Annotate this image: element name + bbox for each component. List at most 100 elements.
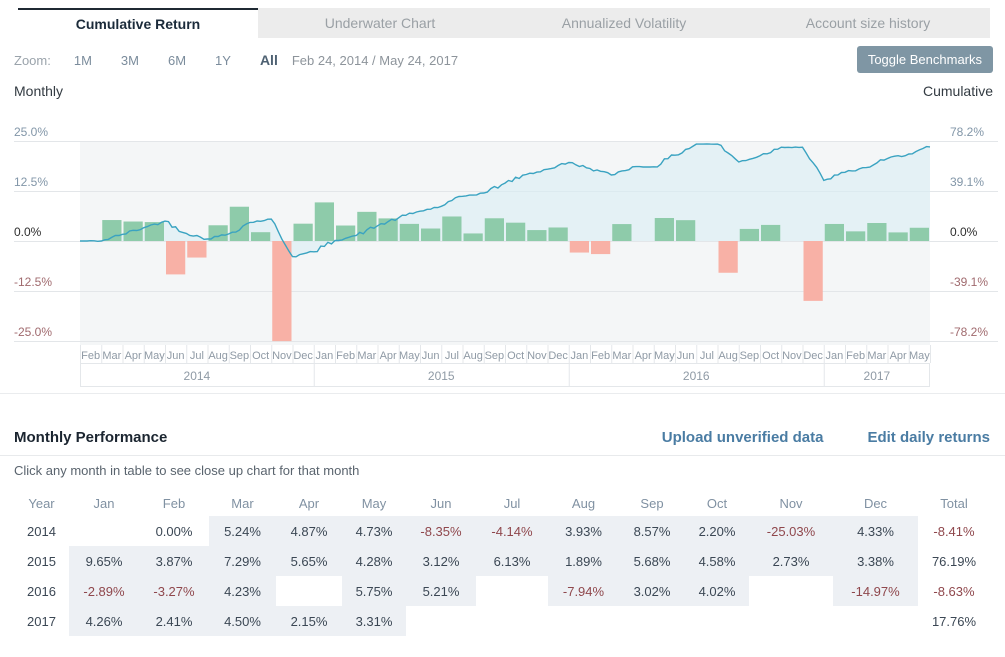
month-cell[interactable]: 2.41% — [139, 606, 209, 636]
year-axis-label: 2016 — [683, 369, 710, 383]
month-cell[interactable]: 8.57% — [619, 516, 685, 546]
tab-label: Annualized Volatility — [561, 15, 687, 31]
month-cell — [548, 606, 619, 636]
edit-daily-returns-link[interactable]: Edit daily returns — [867, 429, 990, 446]
month-cell[interactable]: 6.13% — [476, 546, 548, 576]
month-cell[interactable]: 5.24% — [209, 516, 276, 546]
month-cell[interactable]: 4.73% — [342, 516, 406, 546]
month-cell[interactable]: -7.94% — [548, 576, 619, 606]
month-cell — [749, 576, 833, 606]
month-cell[interactable]: 2.20% — [685, 516, 749, 546]
month-axis-label: Feb — [591, 350, 610, 362]
month-cell[interactable]: 7.29% — [209, 546, 276, 576]
month-axis-label: May — [654, 350, 675, 362]
tab-underwater-chart[interactable]: Underwater Chart — [258, 8, 502, 38]
month-axis-label: Apr — [380, 350, 397, 362]
month-cell[interactable]: 9.65% — [69, 546, 139, 576]
tab-bar: Cumulative Return Underwater Chart Annua… — [18, 8, 990, 38]
month-cell — [476, 606, 548, 636]
column-header: Total — [940, 495, 968, 511]
month-cell[interactable]: -3.27% — [139, 576, 209, 606]
month-cell — [685, 606, 749, 636]
chart-canvas: 25.0% 12.5% 0.0% -12.5% -25.0% 78.2% 39.1% 0.0%… — [0, 125, 1005, 394]
month-cell[interactable]: 4.58% — [685, 546, 749, 576]
tab-annualized-volatility[interactable]: Annualized Volatility — [502, 8, 746, 38]
performance-title: Monthly Performance — [14, 429, 168, 446]
column-header: May — [361, 495, 387, 511]
month-axis-label: Feb — [81, 350, 100, 362]
month-cell[interactable]: -2.89% — [69, 576, 139, 606]
month-axis-label: Jul — [190, 350, 204, 362]
month-cell[interactable]: 3.93% — [548, 516, 619, 546]
zoom-option-1y[interactable]: 1Y — [215, 52, 231, 68]
month-cell[interactable]: -8.35% — [406, 516, 476, 546]
month-cell[interactable]: 4.50% — [209, 606, 276, 636]
year-axis-label: 2014 — [184, 369, 211, 383]
right-axis-tick: 0.0% — [950, 225, 978, 239]
month-cell[interactable]: 3.02% — [619, 576, 685, 606]
month-cell[interactable]: 5.68% — [619, 546, 685, 576]
month-axis-label: Sep — [740, 350, 760, 362]
month-axis-label: Feb — [336, 350, 355, 362]
left-axis-title: Monthly — [14, 83, 64, 99]
zoom-option-3m[interactable]: 3M — [120, 52, 139, 68]
month-axis-label: Nov — [782, 350, 802, 362]
month-cell[interactable]: -25.03% — [749, 516, 833, 546]
month-axis-label: Apr — [125, 350, 142, 362]
month-cell[interactable]: 5.65% — [276, 546, 342, 576]
left-axis-tick: 25.0% — [14, 125, 48, 139]
monthly-performance-table: Year Jan Feb Mar Apr May Jun Jul Aug Sep Oct Nov Dec… — [14, 490, 990, 636]
month-cell[interactable]: 2.15% — [276, 606, 342, 636]
month-axis-label: Dec — [548, 350, 568, 362]
month-axis-label: May — [399, 350, 420, 362]
tab-account-size-history[interactable]: Account size history — [746, 8, 990, 38]
month-cell[interactable]: 1.89% — [548, 546, 619, 576]
left-axis-tick: 12.5% — [14, 175, 48, 189]
month-cell[interactable]: 0.00% — [155, 523, 193, 539]
month-cell[interactable]: 3.38% — [833, 546, 918, 576]
section-divider — [0, 455, 1005, 456]
month-cell[interactable]: 3.12% — [406, 546, 476, 576]
month-axis-label: Jan — [571, 350, 589, 362]
column-header: Apr — [298, 495, 320, 511]
month-cell — [619, 606, 685, 636]
month-cell[interactable]: 2.73% — [749, 546, 833, 576]
month-cell[interactable]: 4.26% — [69, 606, 139, 636]
toggle-benchmarks-button[interactable]: Toggle Benchmarks — [856, 46, 993, 73]
month-cell[interactable]: 4.02% — [685, 576, 749, 606]
date-range[interactable]: Feb 24, 2014 / May 24, 2017 — [291, 52, 459, 68]
month-cell[interactable]: 4.87% — [276, 516, 342, 546]
month-cell[interactable]: 4.33% — [833, 516, 918, 546]
month-axis-label: Nov — [527, 350, 547, 362]
month-axis-label: Mar — [612, 350, 631, 362]
tab-cumulative-return[interactable]: Cumulative Return — [18, 8, 258, 38]
tab-label: Cumulative Return — [75, 16, 201, 32]
month-axis-label: Feb — [846, 350, 865, 362]
upload-unverified-data-link[interactable]: Upload unverified data — [661, 429, 824, 446]
month-cell[interactable]: 3.87% — [139, 546, 209, 576]
month-axis-label: Jun — [167, 350, 185, 362]
month-cell[interactable]: -14.97% — [833, 576, 918, 606]
zoom-option-all[interactable]: All — [259, 52, 278, 68]
month-cell[interactable]: 4.23% — [209, 576, 276, 606]
month-axis-label: Mar — [102, 350, 121, 362]
column-header: Dec — [863, 495, 888, 511]
zoom-option-6m[interactable]: 6M — [167, 52, 187, 68]
month-cell[interactable]: 5.21% — [406, 576, 476, 606]
total-cell: -8.63% — [933, 583, 975, 599]
performance-subtitle: Click any month in table to see close up… — [14, 463, 360, 478]
axis-titles: Monthly Cumulative — [14, 83, 993, 99]
month-cell[interactable]: 3.31% — [342, 606, 406, 636]
zoom-label: Zoom: — [14, 52, 51, 68]
month-axis-label: Oct — [252, 350, 269, 362]
left-axis-tick: -25.0% — [14, 325, 52, 339]
right-axis-tick: -78.2% — [950, 325, 988, 339]
month-cell[interactable]: -4.14% — [476, 516, 548, 546]
right-axis-tick: 39.1% — [950, 175, 984, 189]
month-cell — [69, 516, 139, 546]
month-cell[interactable]: 5.75% — [342, 576, 406, 606]
zoom-option-1m[interactable]: 1M — [73, 52, 92, 68]
month-cell[interactable]: 4.28% — [342, 546, 406, 576]
right-axis-tick: -39.1% — [950, 275, 988, 289]
returns-chart[interactable]: 25.0% 12.5% 0.0% -12.5% -25.0% 78.2% 39.1% 0.0%… — [0, 112, 1005, 397]
